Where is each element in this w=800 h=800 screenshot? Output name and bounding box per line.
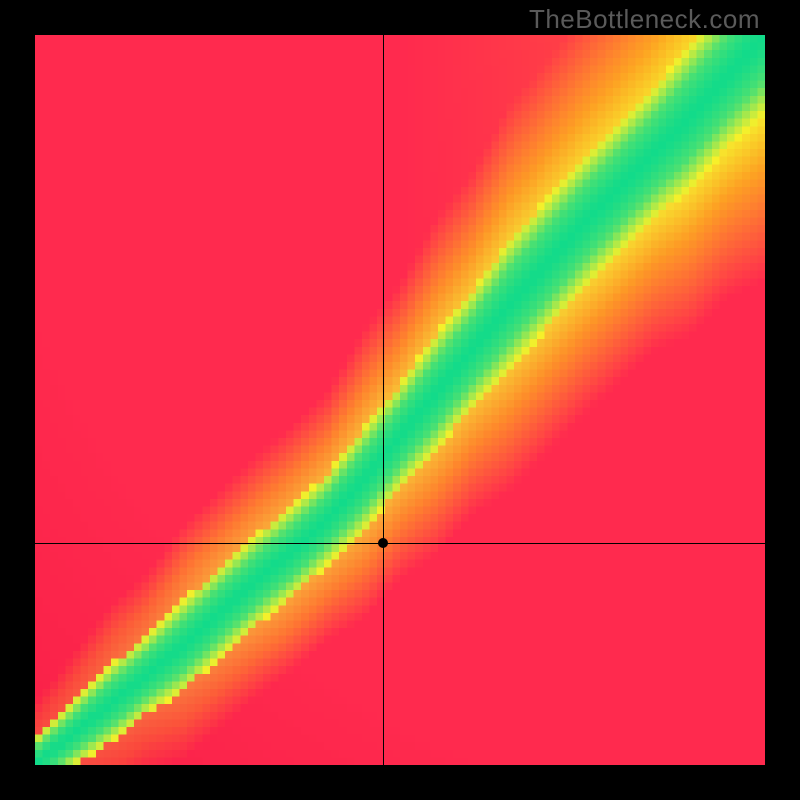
chart-container: TheBottleneck.com (0, 0, 800, 800)
crosshair-horizontal (35, 543, 765, 544)
bottleneck-heatmap (35, 35, 765, 765)
crosshair-vertical (383, 35, 384, 765)
watermark-text: TheBottleneck.com (529, 4, 760, 35)
